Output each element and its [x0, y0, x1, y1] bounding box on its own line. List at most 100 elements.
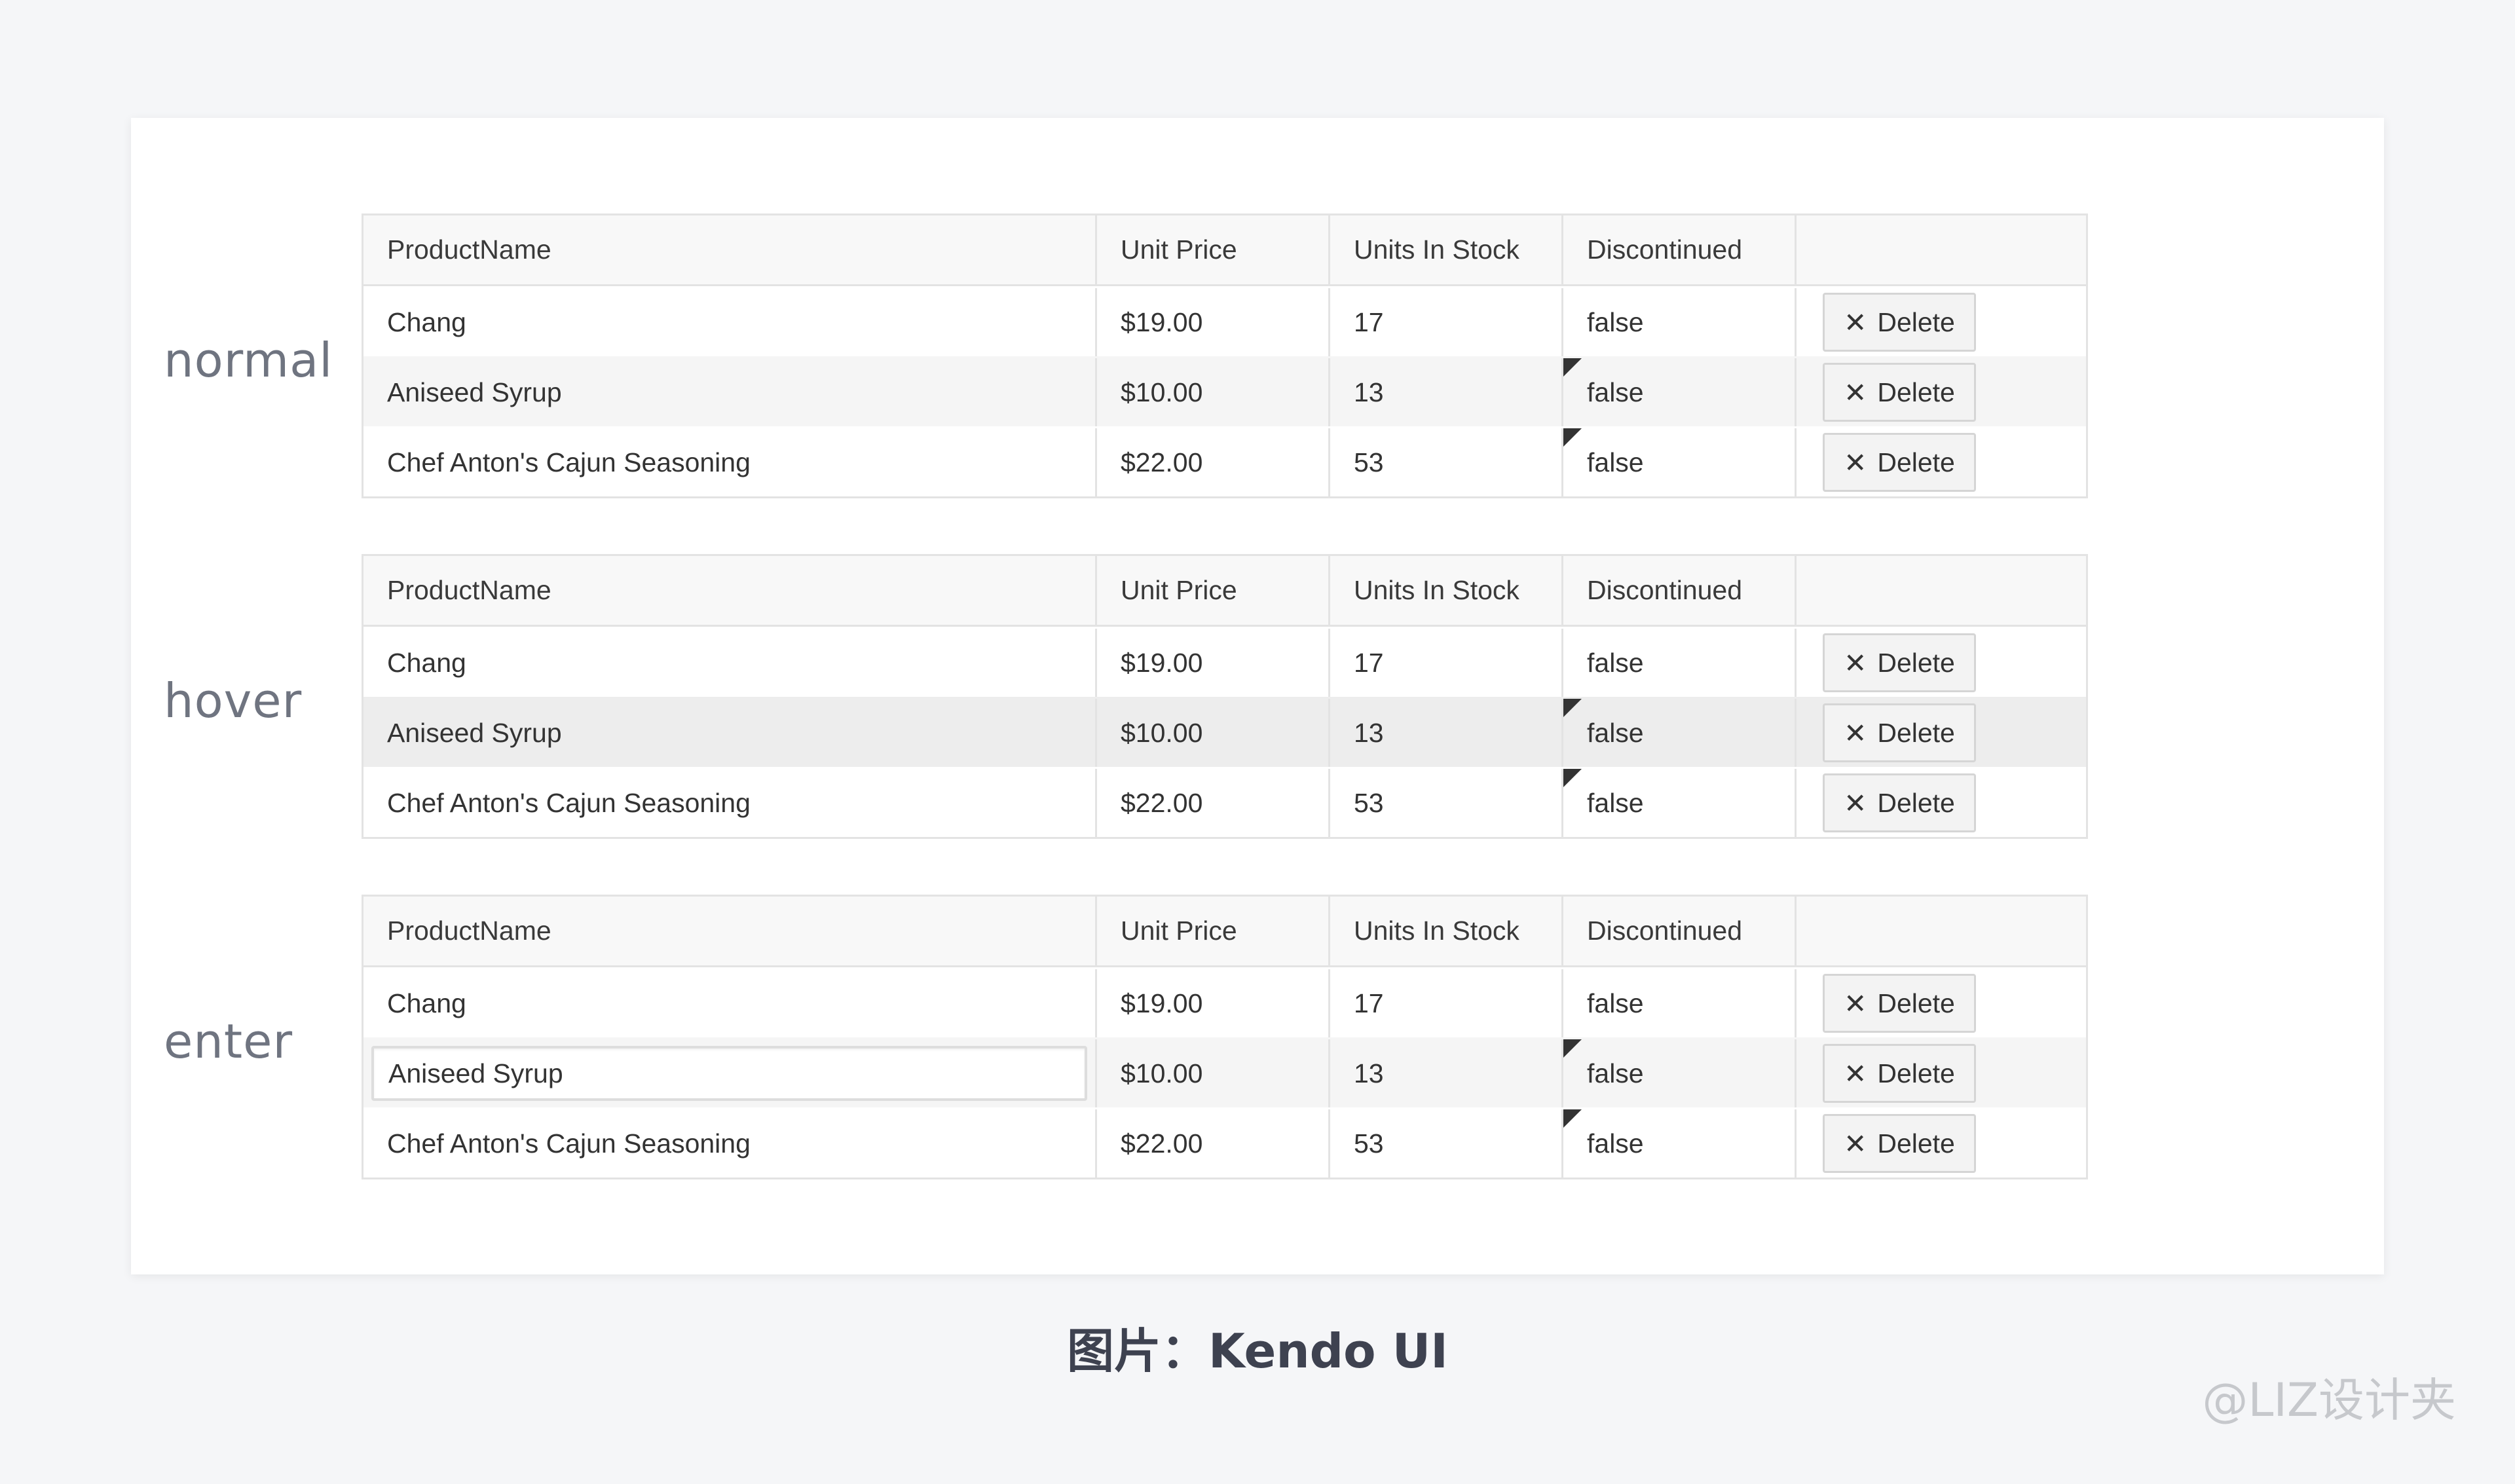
cell-units-in-stock[interactable]: 17: [1328, 288, 1561, 356]
cell-product-name-editing: Aniseed Syrup: [363, 1039, 1095, 1107]
delete-button[interactable]: ✕ Delete: [1823, 293, 1976, 352]
state-label-enter: enter: [164, 1014, 293, 1069]
figure-caption: 图片：Kendo UI: [1067, 1324, 1448, 1379]
cell-discontinued-dirty[interactable]: false: [1561, 699, 1795, 767]
cell-unit-price[interactable]: $22.00: [1095, 428, 1328, 496]
cell-units-in-stock[interactable]: 17: [1328, 629, 1561, 697]
cell-unit-price[interactable]: $10.00: [1095, 358, 1328, 426]
column-header-units-in-stock[interactable]: Units In Stock: [1328, 897, 1561, 965]
cell-actions: ✕ Delete: [1795, 428, 2086, 496]
table-row[interactable]: Aniseed Syrup $10.00 13 false ✕ Delete: [363, 356, 2086, 426]
delete-button[interactable]: ✕ Delete: [1823, 1114, 1976, 1173]
cell-units-in-stock[interactable]: 17: [1328, 969, 1561, 1037]
cell-unit-price[interactable]: $19.00: [1095, 969, 1328, 1037]
cell-product-name[interactable]: Chang: [387, 988, 466, 1018]
delete-button-label: Delete: [1877, 988, 1955, 1018]
column-header-discontinued[interactable]: Discontinued: [1561, 215, 1795, 284]
delete-button[interactable]: ✕ Delete: [1823, 773, 1976, 832]
cell-discontinued-dirty[interactable]: false: [1561, 769, 1795, 837]
table-row[interactable]: Chang $19.00 17 false ✕ Delete: [363, 286, 2086, 356]
cell-actions: ✕ Delete: [1795, 1039, 2086, 1107]
column-header-unit-price[interactable]: Unit Price: [1095, 897, 1328, 965]
cell-units-in-stock[interactable]: 53: [1328, 769, 1561, 837]
delete-button-label: Delete: [1877, 1128, 1955, 1159]
column-header-discontinued[interactable]: Discontinued: [1561, 556, 1795, 625]
cell-discontinued-dirty[interactable]: false: [1561, 1039, 1795, 1107]
state-label-hover: hover: [164, 673, 303, 728]
table-row[interactable]: Chang $19.00 17 false ✕ Delete: [363, 627, 2086, 697]
cell-product-name[interactable]: Chef Anton's Cajun Seasoning: [387, 447, 751, 477]
cell-product-name[interactable]: Chef Anton's Cajun Seasoning: [387, 1128, 751, 1159]
table-row[interactable]: Chef Anton's Cajun Seasoning $22.00 53 f…: [363, 1107, 2086, 1178]
cell-product-name[interactable]: Chef Anton's Cajun Seasoning: [387, 787, 751, 818]
table-row[interactable]: Chang $19.00 17 false ✕ Delete: [363, 967, 2086, 1037]
close-icon: ✕: [1844, 716, 1867, 749]
cell-product-name[interactable]: Chang: [387, 647, 466, 678]
close-icon: ✕: [1844, 787, 1867, 819]
cell-actions: ✕ Delete: [1795, 358, 2086, 426]
table-row[interactable]: Chef Anton's Cajun Seasoning $22.00 53 f…: [363, 767, 2086, 837]
column-header-discontinued[interactable]: Discontinued: [1561, 897, 1795, 965]
cell-unit-price[interactable]: $22.00: [1095, 1109, 1328, 1178]
close-icon: ✕: [1844, 306, 1867, 339]
cell-units-in-stock[interactable]: 13: [1328, 699, 1561, 767]
delete-button-label: Delete: [1877, 306, 1955, 337]
close-icon: ✕: [1844, 987, 1867, 1020]
delete-button[interactable]: ✕ Delete: [1823, 974, 1976, 1033]
delete-button[interactable]: ✕ Delete: [1823, 363, 1976, 422]
column-header-product-name[interactable]: ProductName: [387, 575, 551, 605]
cell-unit-price[interactable]: $22.00: [1095, 769, 1328, 837]
delete-button[interactable]: ✕ Delete: [1823, 433, 1976, 492]
table-row-hovered[interactable]: Aniseed Syrup $10.00 13 false ✕ Delete: [363, 697, 2086, 767]
column-header-unit-price[interactable]: Unit Price: [1095, 556, 1328, 625]
close-icon: ✕: [1844, 1127, 1867, 1160]
cell-discontinued-dirty[interactable]: false: [1561, 1109, 1795, 1178]
cell-unit-price[interactable]: $19.00: [1095, 288, 1328, 356]
close-icon: ✕: [1844, 446, 1867, 479]
cell-product-name[interactable]: Chang: [387, 306, 466, 337]
cell-actions: ✕ Delete: [1795, 288, 2086, 356]
cell-units-in-stock[interactable]: 13: [1328, 358, 1561, 426]
grid-header: ProductName Unit Price Units In Stock Di…: [363, 897, 2086, 967]
column-header-actions: [1795, 556, 2086, 625]
product-name-edit-input[interactable]: Aniseed Syrup: [371, 1046, 1087, 1101]
delete-button[interactable]: ✕ Delete: [1823, 703, 1976, 762]
cell-unit-price[interactable]: $10.00: [1095, 699, 1328, 767]
watermark: @LIZ设计夹: [2202, 1373, 2456, 1427]
table-row[interactable]: Chef Anton's Cajun Seasoning $22.00 53 f…: [363, 426, 2086, 496]
grid-normal: ProductName Unit Price Units In Stock Di…: [362, 213, 2088, 498]
delete-button[interactable]: ✕ Delete: [1823, 633, 1976, 692]
table-row-editing[interactable]: Aniseed Syrup $10.00 13 false ✕ Delete: [363, 1037, 2086, 1107]
state-label-normal: normal: [164, 333, 333, 388]
grid-header: ProductName Unit Price Units In Stock Di…: [363, 215, 2086, 286]
cell-units-in-stock[interactable]: 53: [1328, 428, 1561, 496]
cell-unit-price[interactable]: $10.00: [1095, 1039, 1328, 1107]
column-header-unit-price[interactable]: Unit Price: [1095, 215, 1328, 284]
delete-button[interactable]: ✕ Delete: [1823, 1044, 1976, 1103]
cell-units-in-stock[interactable]: 53: [1328, 1109, 1561, 1178]
cell-product-name[interactable]: Aniseed Syrup: [387, 377, 562, 407]
cell-units-in-stock[interactable]: 13: [1328, 1039, 1561, 1107]
cell-discontinued[interactable]: false: [1561, 629, 1795, 697]
column-header-actions: [1795, 897, 2086, 965]
cell-product-name[interactable]: Aniseed Syrup: [387, 717, 562, 748]
cell-actions: ✕ Delete: [1795, 1109, 2086, 1178]
delete-button-label: Delete: [1877, 787, 1955, 818]
grid-hover: ProductName Unit Price Units In Stock Di…: [362, 554, 2088, 839]
column-header-product-name[interactable]: ProductName: [387, 234, 551, 265]
delete-button-label: Delete: [1877, 377, 1955, 407]
cell-discontinued[interactable]: false: [1561, 969, 1795, 1037]
column-header-product-name[interactable]: ProductName: [387, 916, 551, 946]
column-header-units-in-stock[interactable]: Units In Stock: [1328, 215, 1561, 284]
cell-discontinued-dirty[interactable]: false: [1561, 428, 1795, 496]
cell-actions: ✕ Delete: [1795, 969, 2086, 1037]
cell-discontinued[interactable]: false: [1561, 288, 1795, 356]
cell-discontinued-dirty[interactable]: false: [1561, 358, 1795, 426]
delete-button-label: Delete: [1877, 647, 1955, 678]
delete-button-label: Delete: [1877, 1058, 1955, 1088]
cell-unit-price[interactable]: $19.00: [1095, 629, 1328, 697]
grid-enter: ProductName Unit Price Units In Stock Di…: [362, 895, 2088, 1179]
close-icon: ✕: [1844, 646, 1867, 679]
column-header-units-in-stock[interactable]: Units In Stock: [1328, 556, 1561, 625]
close-icon: ✕: [1844, 1057, 1867, 1090]
